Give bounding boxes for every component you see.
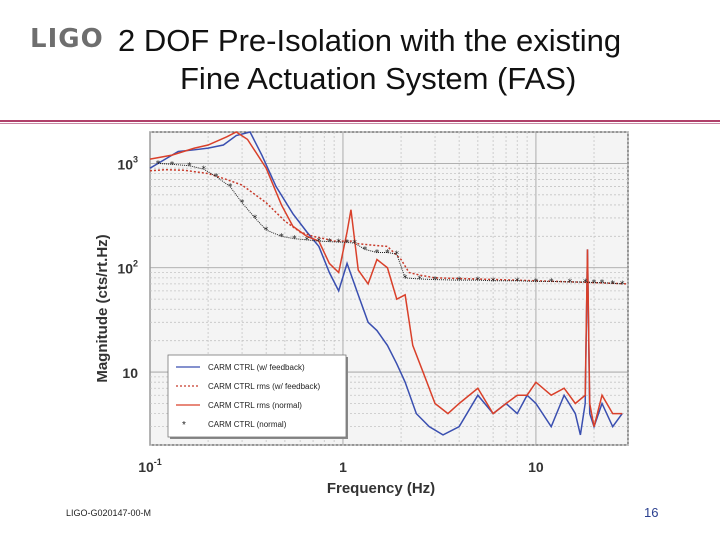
series-line-0 [149, 131, 623, 436]
series-point-3: * [317, 237, 322, 247]
series-point-3: * [363, 245, 368, 255]
x-tick-label: 10-1 [138, 457, 162, 475]
title-line-2: Fine Actuation System (FAS) [180, 61, 577, 96]
y-tick-label: 10 [122, 365, 138, 381]
legend-label-3: CARM CTRL (normal) [208, 420, 287, 429]
series-point-3: * [491, 277, 496, 287]
legend-label-2: CARM CTRL rms (normal) [208, 401, 302, 410]
title-divider-secondary [0, 123, 720, 124]
series-point-3: * [170, 160, 175, 170]
x-axis-label: Frequency (Hz) [327, 480, 435, 497]
series-point-3: * [156, 159, 161, 169]
series-point-3: * [549, 277, 554, 287]
series-point-3: * [592, 279, 597, 289]
series-line-3 [157, 162, 623, 285]
legend-label-0: CARM CTRL (w/ feedback) [208, 363, 305, 372]
series-point-3: * [279, 232, 284, 242]
series-point-3: * [610, 279, 615, 289]
series-point-3: * [395, 250, 400, 260]
series-point-3: * [345, 238, 350, 248]
title-line-1: 2 DOF Pre-Isolation with the existing [118, 23, 622, 58]
series-point-3: * [375, 248, 380, 258]
series-point-3: * [214, 172, 219, 182]
y-tick-label: 103 [117, 154, 138, 172]
x-tick-label: 1 [339, 459, 347, 475]
series-point-3: * [385, 248, 390, 258]
series-line-2 [149, 131, 623, 427]
series-point-3: * [253, 214, 258, 224]
series-point-3: * [418, 275, 423, 285]
x-tick-label: 10 [528, 459, 544, 475]
ligo-logo: LIGO [30, 24, 104, 54]
legend-box [167, 354, 347, 438]
series-point-3: * [433, 276, 438, 286]
series-point-3: * [403, 274, 408, 284]
series-point-3: * [240, 199, 245, 209]
y-tick-label: 102 [117, 259, 138, 277]
series-point-3: * [583, 278, 588, 288]
series-point-3: * [292, 235, 297, 245]
series-point-3: * [515, 277, 520, 287]
series-point-3: * [476, 276, 481, 286]
series-point-3: * [187, 162, 192, 172]
series-point-3: * [264, 226, 269, 236]
series-point-3: * [600, 279, 605, 289]
series-point-3: * [327, 238, 332, 248]
slide-title: 2 DOF Pre-Isolation with the existing Fi… [118, 22, 718, 98]
series-point-3: * [228, 183, 233, 193]
series-line-1 [149, 168, 629, 285]
y-axis-label: Magnitude (cts/rt.Hz) [94, 234, 111, 382]
series-point-3: * [202, 165, 207, 175]
series-point-3: * [305, 236, 310, 246]
series-point-3: * [336, 238, 341, 248]
legend-marker-3: * [182, 420, 186, 431]
series-point-3: * [568, 278, 573, 288]
series-point-3: * [352, 239, 357, 249]
document-id: LIGO-G020147-00-M [66, 508, 152, 518]
series-point-3: * [457, 276, 462, 286]
series-point-3: * [534, 277, 539, 287]
title-divider [0, 120, 720, 122]
series-point-3: * [620, 280, 625, 290]
page-number: 16 [644, 505, 659, 520]
legend-label-1: CARM CTRL rms (w/ feedback) [208, 382, 321, 391]
